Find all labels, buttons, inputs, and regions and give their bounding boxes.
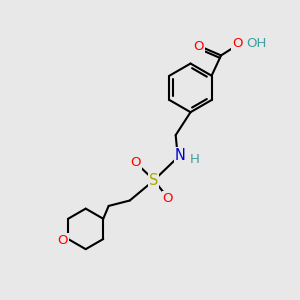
Text: O: O (57, 234, 68, 247)
Text: O: O (232, 37, 242, 50)
Text: O: O (131, 156, 141, 169)
Text: S: S (149, 173, 158, 188)
Text: H: H (190, 153, 200, 166)
Text: O: O (194, 40, 204, 53)
Text: OH: OH (246, 37, 267, 50)
Text: O: O (163, 192, 173, 205)
Text: N: N (175, 148, 186, 164)
